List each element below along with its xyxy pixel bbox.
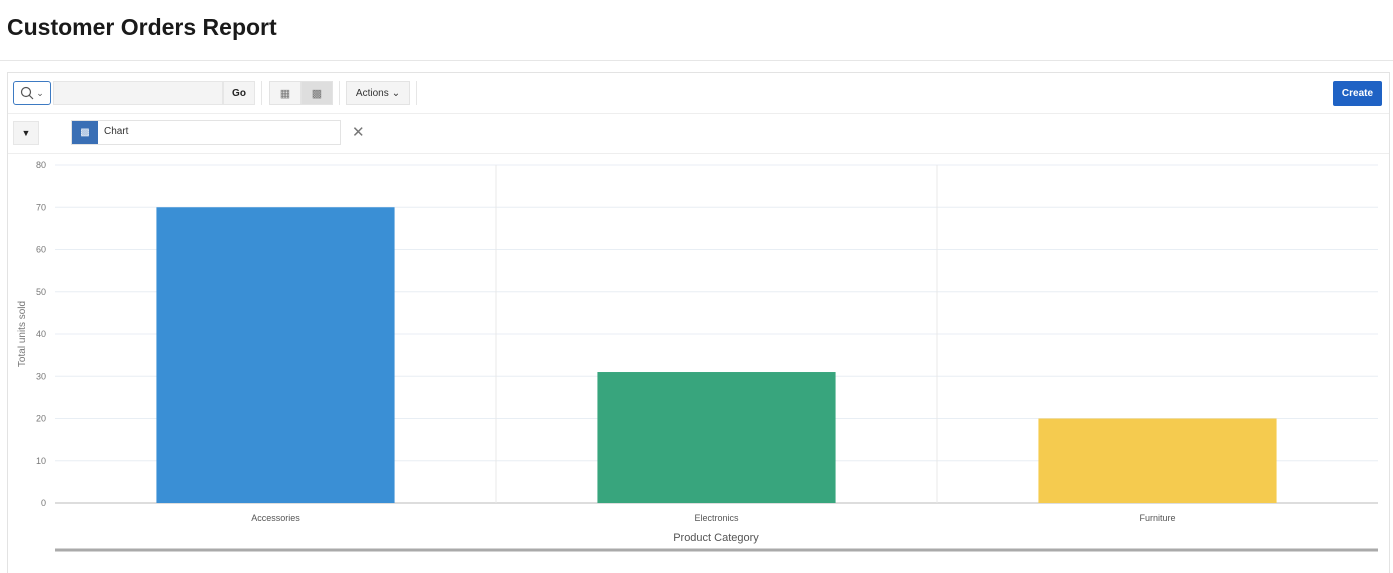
remove-chart-close-icon[interactable]: ✕ — [352, 124, 365, 141]
divider — [0, 60, 1393, 61]
toolbar: ⌄ Go ▦ ▩ Actions ⌄ Create — [8, 73, 1389, 114]
divider — [416, 81, 417, 105]
chart-icon: ▩ — [72, 121, 98, 144]
y-axis-label: Total units sold — [17, 301, 28, 367]
y-tick-label: 30 — [36, 371, 46, 381]
bar-electronics[interactable] — [597, 372, 836, 503]
chevron-down-icon: ⌄ — [391, 87, 401, 99]
create-button[interactable]: Create — [1333, 81, 1382, 106]
collapse-toggle[interactable]: ▼ — [13, 121, 39, 145]
y-tick-label: 50 — [36, 287, 46, 297]
search-icon — [21, 86, 34, 100]
y-tick-label: 10 — [36, 456, 46, 466]
page-title: Customer Orders Report — [7, 14, 277, 40]
y-tick-label: 20 — [36, 414, 46, 424]
bar-furniture[interactable] — [1038, 418, 1277, 504]
caret-down-icon: ▼ — [21, 128, 31, 138]
x-axis-label: Product Category — [673, 532, 759, 544]
chip-label: Chart — [104, 126, 129, 137]
divider — [261, 81, 262, 105]
view-grid-button[interactable]: ▦ — [269, 81, 301, 105]
chevron-down-icon: ⌄ — [36, 87, 44, 98]
y-tick-label: 80 — [36, 160, 46, 170]
y-tick-label: 40 — [36, 329, 46, 339]
go-button[interactable]: Go — [223, 81, 255, 105]
y-tick-label: 70 — [36, 202, 46, 212]
actions-menu-button[interactable]: Actions ⌄ — [346, 81, 410, 105]
search-column-button[interactable]: ⌄ — [13, 81, 51, 105]
x-tick-label: Accessories — [251, 513, 300, 523]
x-tick-label: Electronics — [694, 513, 739, 523]
filter-bar: ▼ ▩ Chart ✕ — [8, 113, 1389, 154]
search-input[interactable] — [53, 81, 223, 105]
bar-accessories[interactable] — [156, 207, 395, 503]
actions-label: Actions — [355, 87, 389, 99]
chart-icon: ▩ — [311, 87, 323, 100]
y-tick-label: 60 — [36, 245, 46, 255]
view-chart-button[interactable]: ▩ — [301, 81, 333, 105]
divider — [339, 81, 340, 105]
y-tick-label: 0 — [41, 498, 46, 508]
x-tick-label: Furniture — [1139, 513, 1175, 523]
chart-view-chip[interactable]: ▩ Chart — [71, 120, 341, 145]
report-region: ⌄ Go ▦ ▩ Actions ⌄ Create ▼ ▩ Chart ✕ — [7, 72, 1390, 573]
grid-icon: ▦ — [279, 87, 291, 100]
